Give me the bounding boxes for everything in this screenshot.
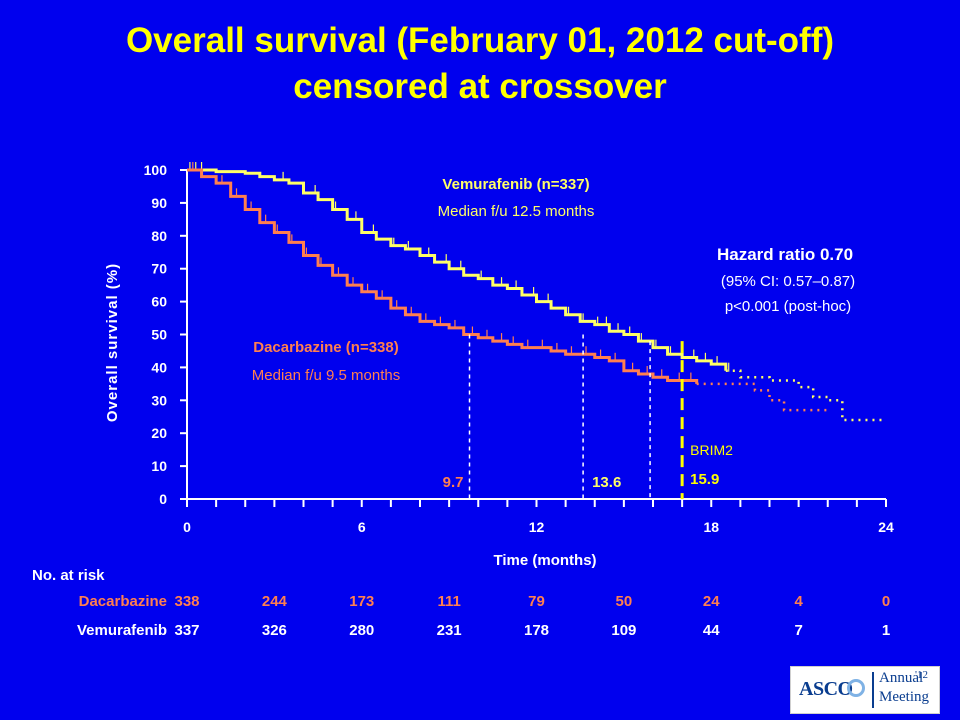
x-tick-label: 24 bbox=[878, 519, 894, 535]
y-tick-label: 80 bbox=[151, 228, 167, 244]
risk-count: 50 bbox=[615, 593, 633, 610]
y-axis-title: Overall survival (%) bbox=[104, 263, 121, 422]
p-value: p<0.001 (post-hoc) bbox=[725, 298, 851, 315]
chart-labels: 9.7 13.6 15.9 BRIM2 Vemurafenib (n=337) Media… bbox=[252, 176, 855, 491]
slide-title: Overall survival (February 01, 2012 cut-… bbox=[0, 18, 960, 110]
logo-annual: Annual bbox=[879, 670, 924, 686]
risk-count: 4 bbox=[794, 593, 803, 610]
y-tick-label: 10 bbox=[151, 458, 167, 474]
risk-count: 326 bbox=[261, 622, 287, 639]
dacarbazine-followup: Median f/u 9.5 months bbox=[252, 367, 400, 384]
y-tick-label: 0 bbox=[159, 491, 167, 507]
risk-row-label: Dacarbazine bbox=[78, 593, 167, 610]
reference-lines bbox=[468, 334, 684, 499]
median-label-dacarbazine: 9.7 bbox=[443, 474, 464, 491]
x-axis-title: Time (months) bbox=[493, 552, 596, 569]
survival-curves bbox=[187, 162, 886, 422]
risk-count: 280 bbox=[349, 622, 375, 639]
vemurafenib-followup: Median f/u 12.5 months bbox=[438, 203, 595, 220]
asco-logo: ASCO Annual '12 Meeting bbox=[790, 666, 940, 714]
x-tick-label: 0 bbox=[183, 519, 191, 535]
risk-count: 109 bbox=[611, 622, 637, 639]
risk-row-label: Vemurafenib bbox=[76, 622, 167, 639]
x-tick-label: 12 bbox=[529, 519, 545, 535]
y-tick-label: 100 bbox=[144, 162, 168, 178]
risk-count: 79 bbox=[528, 593, 545, 610]
median-label-vemurafenib: 13.6 bbox=[592, 474, 621, 491]
risk-count: 244 bbox=[261, 593, 287, 610]
logo-org: ASCO bbox=[799, 678, 853, 700]
x-tick-label: 18 bbox=[703, 519, 719, 535]
y-tick-label: 30 bbox=[151, 392, 167, 408]
y-tick-label: 40 bbox=[151, 359, 167, 375]
hazard-ratio-ci: (95% CI: 0.57–0.87) bbox=[721, 273, 855, 290]
median-label-crossover: 15.9 bbox=[690, 471, 719, 488]
vemurafenib-curve bbox=[187, 168, 728, 371]
risk-count: 44 bbox=[702, 622, 720, 639]
x-tick-label: 6 bbox=[358, 519, 366, 535]
vemurafenib-label: Vemurafenib (n=337) bbox=[442, 176, 589, 193]
risk-count: 338 bbox=[174, 593, 200, 610]
risk-count: 231 bbox=[436, 622, 462, 639]
risk-count: 173 bbox=[349, 593, 375, 610]
axes: 0 10 20 30 40 50 60 70 80 90 100 0 6 12 18 24 Time (mont… bbox=[104, 162, 894, 569]
y-tick-label: 70 bbox=[151, 261, 167, 277]
y-tick-label: 60 bbox=[151, 294, 167, 310]
hazard-ratio: Hazard ratio 0.70 bbox=[717, 245, 853, 264]
risk-count: 24 bbox=[702, 593, 720, 610]
risk-count: 337 bbox=[174, 622, 200, 639]
title-line-1: Overall survival (February 01, 2012 cut-… bbox=[125, 21, 835, 60]
risk-row-dacarbazine: Dacarbazine 338 244 173 111 79 50 24 4 0 bbox=[0, 593, 960, 615]
y-tick-label: 50 bbox=[151, 327, 167, 343]
title-line-2: censored at crossover bbox=[293, 67, 667, 106]
risk-count: 111 bbox=[437, 593, 461, 610]
risk-count: 178 bbox=[523, 622, 550, 639]
risk-row-vemurafenib: Vemurafenib 337 326 280 231 178 109 44 7 1 bbox=[0, 622, 960, 644]
brim2-label: BRIM2 bbox=[690, 442, 733, 458]
vemurafenib-curve-tail bbox=[725, 369, 886, 422]
risk-count: 1 bbox=[881, 622, 891, 639]
dacarbazine-curve bbox=[187, 168, 699, 384]
survival-chart: 0 10 20 30 40 50 60 70 80 90 100 0 6 12 18 24 Time (mont… bbox=[104, 162, 894, 569]
risk-count: 7 bbox=[794, 622, 803, 639]
logo-meeting: Meeting bbox=[879, 689, 929, 705]
y-tick-label: 20 bbox=[151, 425, 167, 441]
logo-year: '12 bbox=[915, 669, 928, 681]
risk-table-heading: No. at risk bbox=[32, 567, 105, 584]
risk-count: 0 bbox=[881, 593, 891, 610]
y-tick-label: 90 bbox=[151, 195, 167, 211]
logo-divider bbox=[872, 672, 874, 708]
logo-mark-icon bbox=[847, 679, 865, 697]
dacarbazine-label: Dacarbazine (n=338) bbox=[253, 339, 398, 356]
